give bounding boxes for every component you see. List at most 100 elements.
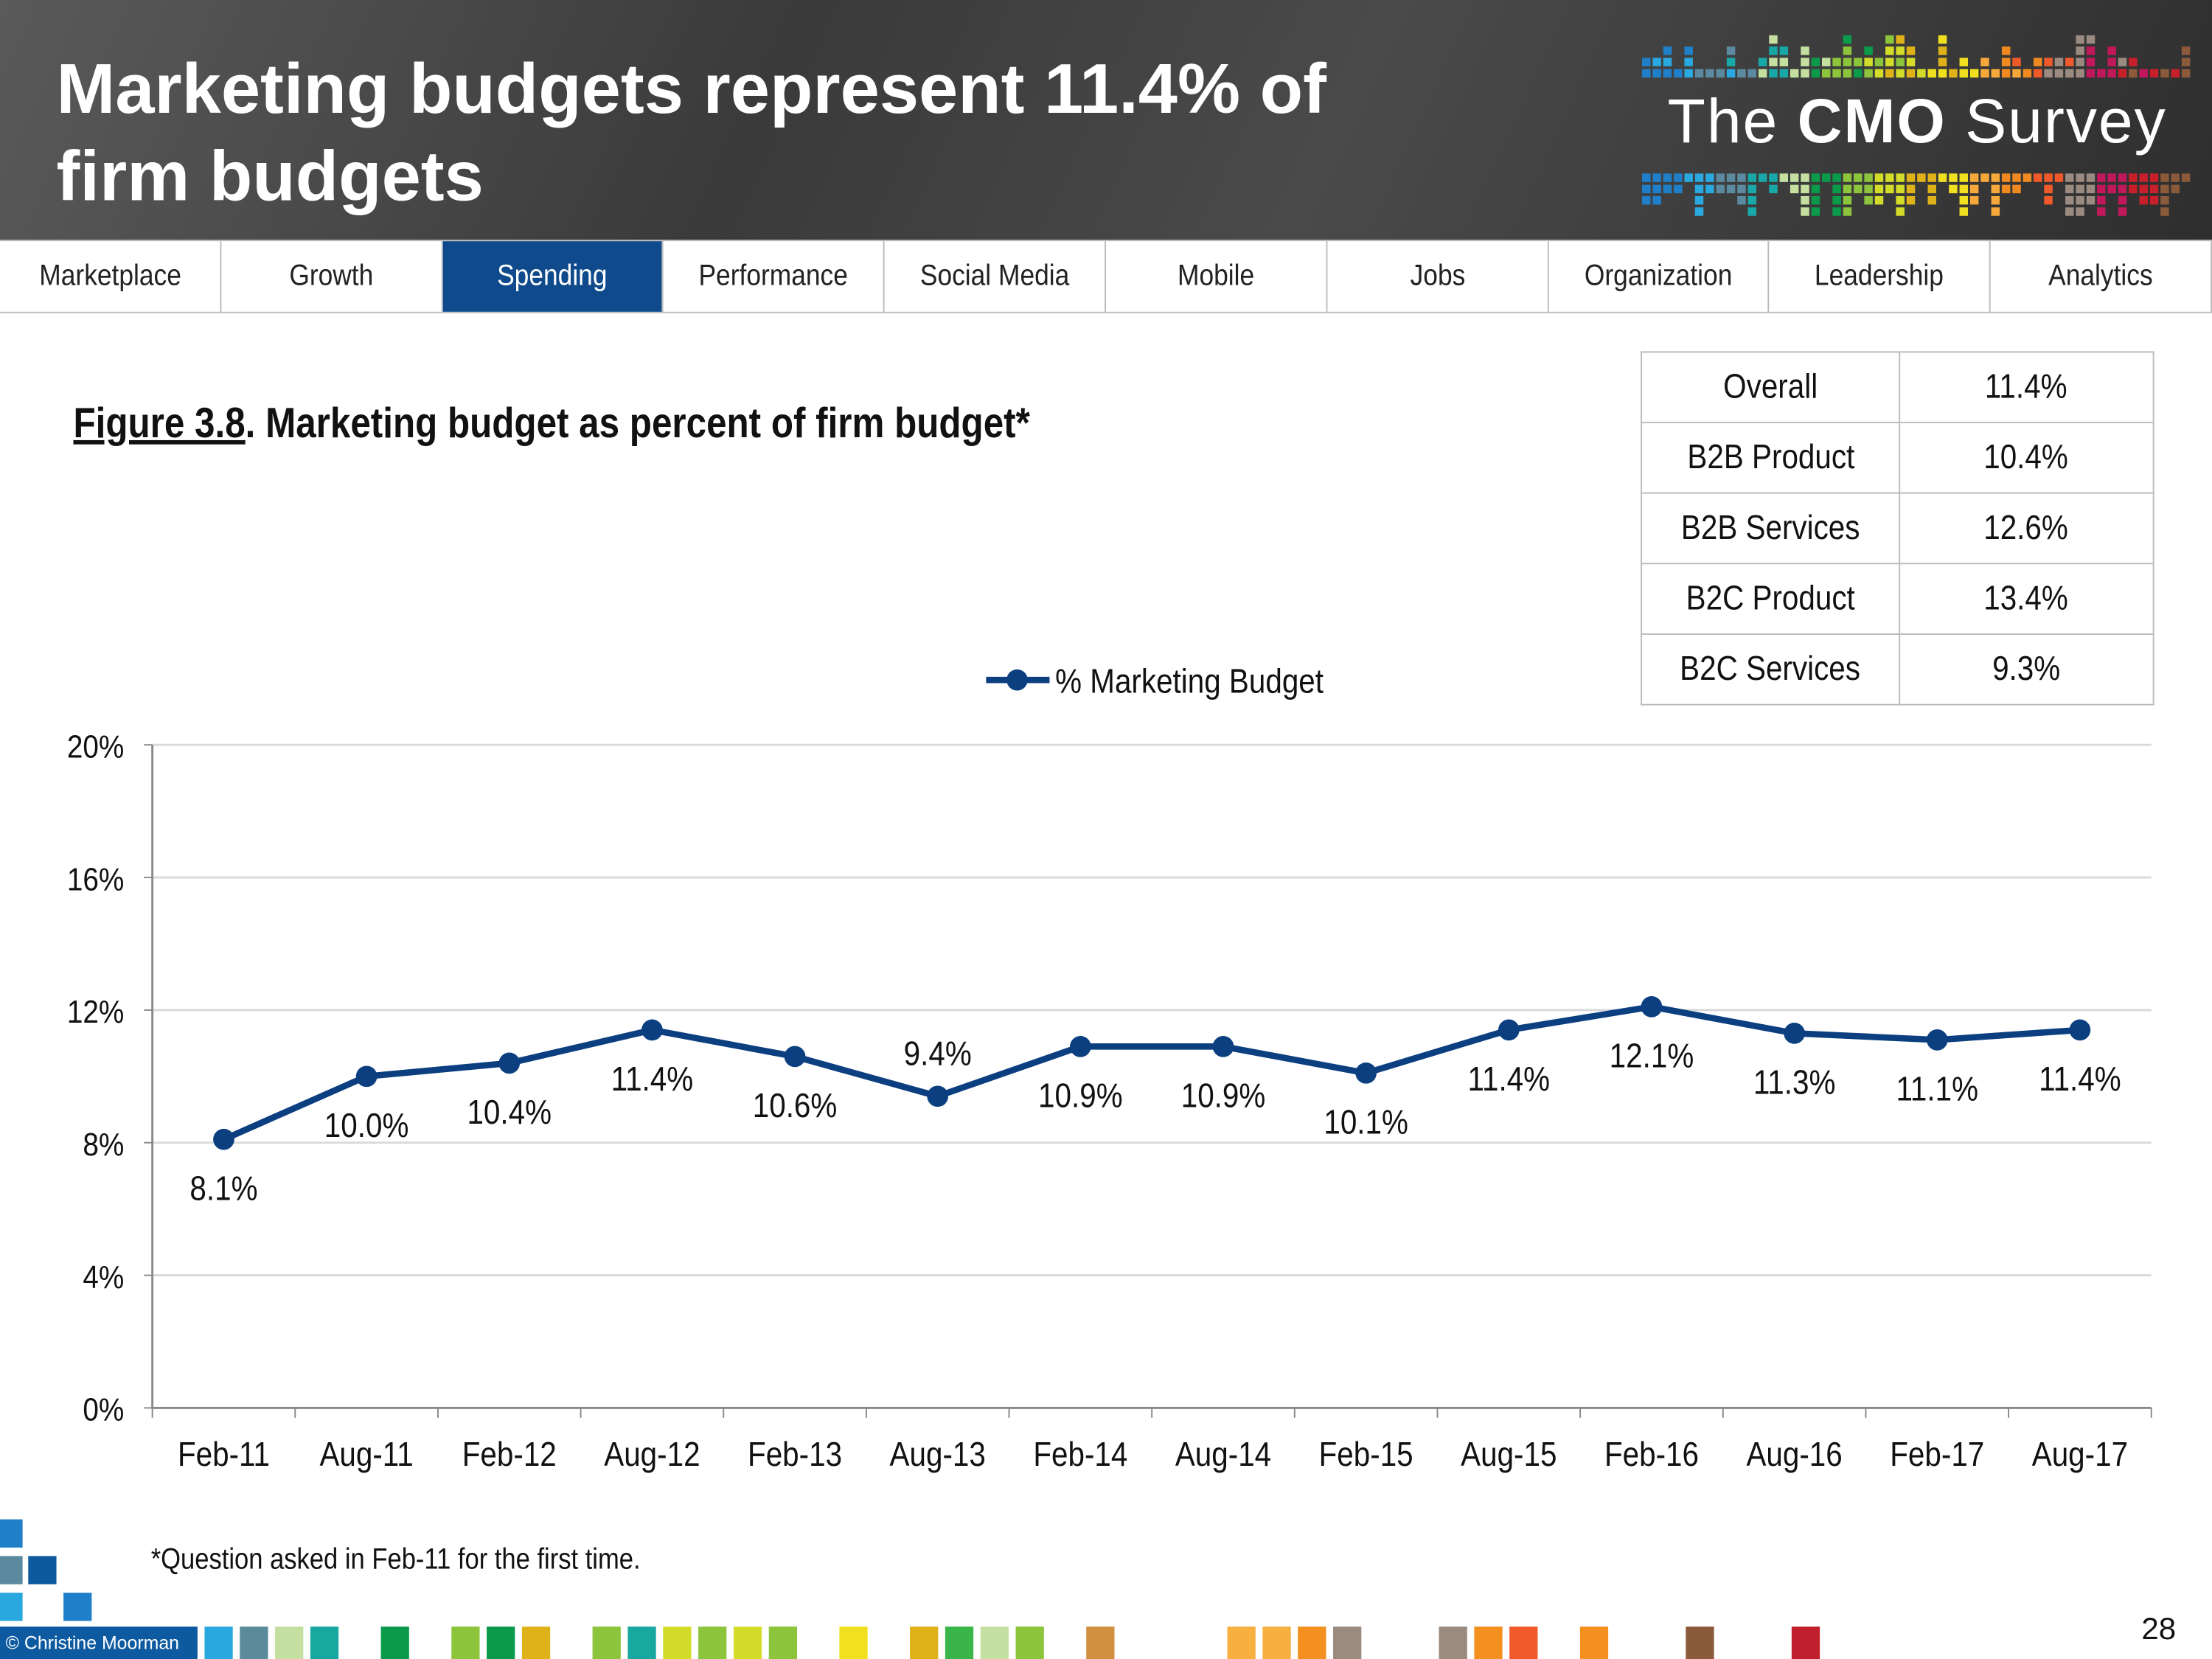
- logo-pixel: [1779, 173, 1789, 182]
- logo-pixel: [1991, 173, 2000, 182]
- logo-pixel: [2118, 173, 2127, 182]
- x-tick-label: Aug-11: [319, 1436, 413, 1474]
- table-row: Overall 11.4%: [1641, 351, 2154, 423]
- tab-mobile[interactable]: Mobile: [1106, 241, 1327, 312]
- logo-pixel: [1779, 69, 1789, 78]
- logo-pixel: [1663, 69, 1672, 78]
- tab-analytics[interactable]: Analytics: [1991, 241, 2212, 312]
- logo-pixel: [2054, 173, 2064, 182]
- logo-pixel: [2107, 173, 2116, 182]
- logo-pixel: [1811, 207, 1820, 216]
- logo-pixel: [2118, 195, 2127, 205]
- footer-color-bar: [698, 1627, 727, 1659]
- footer-color-bar: [310, 1627, 339, 1659]
- logo-pixel: [1917, 69, 1926, 78]
- logo-pixel: [2139, 184, 2148, 194]
- data-label: 12.1%: [1610, 1037, 1694, 1075]
- logo-pixel: [1843, 35, 1852, 44]
- segment-value: 13.4%: [1899, 563, 2154, 635]
- x-tick-label: Aug-13: [890, 1436, 986, 1474]
- tab-performance[interactable]: Performance: [664, 241, 885, 312]
- logo-pixel: [1843, 58, 1852, 66]
- logo-pixel: [2012, 69, 2021, 78]
- data-point: [498, 1052, 521, 1074]
- data-label: 9.4%: [904, 1035, 972, 1073]
- logo-pixel: [1769, 58, 1778, 66]
- logo-pixel: [2065, 207, 2074, 216]
- y-tick-label: 20%: [67, 728, 124, 765]
- data-point: [355, 1065, 378, 1088]
- logo-pixel: [1747, 195, 1757, 205]
- logo-pixel: [1716, 184, 1725, 194]
- logo-pixel: [2033, 173, 2042, 182]
- logo-pixel: [1874, 58, 1884, 66]
- logo-pixel: [2097, 184, 2106, 194]
- data-point: [784, 1046, 806, 1068]
- tab-spending[interactable]: Spending: [442, 241, 664, 312]
- legend-marker: [1006, 669, 1028, 691]
- data-point: [213, 1128, 234, 1150]
- logo-pixel: [2033, 58, 2042, 66]
- tab-social-media[interactable]: Social Media: [885, 241, 1106, 312]
- logo-pixel: [2001, 69, 2011, 78]
- tab-leadership[interactable]: Leadership: [1770, 241, 1991, 312]
- logo-pixel: [2001, 46, 2011, 55]
- logo-pixel: [1927, 195, 1936, 205]
- logo-pixel: [2118, 58, 2127, 66]
- segment-label: Overall: [1641, 351, 1901, 423]
- logo-pixel: [1726, 58, 1736, 66]
- segment-value: 9.3%: [1899, 633, 2154, 706]
- tab-jobs[interactable]: Jobs: [1327, 241, 1548, 312]
- tab-marketplace[interactable]: Marketplace: [0, 241, 221, 312]
- data-label: 10.6%: [753, 1088, 838, 1125]
- footer-color-bar: [980, 1627, 1009, 1659]
- logo-pixel: [1854, 173, 1863, 182]
- logo-pixel: [1938, 173, 1947, 182]
- tab-growth[interactable]: Growth: [221, 241, 442, 312]
- line-chart: 0% 4% 8% 12% 16% 20% Feb-11 Aug-11 Feb-12 Aug-12 F…: [67, 663, 2152, 1474]
- logo-pixel: [2160, 195, 2169, 205]
- footer-color-bar: [1298, 1627, 1326, 1659]
- logo-pixel: [2044, 69, 2053, 78]
- logo-pixel: [2181, 173, 2191, 182]
- logo-pixel: [2160, 69, 2169, 78]
- logo-pixel: [1864, 46, 1873, 55]
- logo-pixel: [1769, 173, 1778, 182]
- segment-value: 11.4%: [1899, 351, 2154, 423]
- logo-pixel: [1684, 46, 1693, 55]
- segment-label: B2B Product: [1641, 422, 1901, 494]
- logo-pixel: [2001, 58, 2011, 66]
- y-tick-label: 12%: [67, 993, 124, 1030]
- logo-pixel: [2012, 184, 2021, 194]
- logo-pixel: [1747, 69, 1757, 78]
- header-banner: Marketing budgets represent 11.4% of fir…: [0, 0, 2212, 240]
- x-tick-label: Aug-12: [604, 1436, 700, 1474]
- logo-pixel: [1969, 173, 1979, 182]
- data-point: [927, 1085, 949, 1107]
- logo-pixel: [2160, 207, 2169, 216]
- logo-pixel: [1821, 173, 1831, 182]
- logo-pixel: [2086, 69, 2096, 78]
- logo-pixel: [1642, 195, 1651, 205]
- logo-pixel: [1991, 195, 2000, 205]
- logo-pixel: [2044, 58, 2053, 66]
- logo-pixel: [1801, 207, 1809, 216]
- logo-pixel: [2076, 195, 2084, 205]
- logo-pixel: [1896, 69, 1905, 78]
- logo-pixel: [2149, 195, 2159, 205]
- logo-pixel: [1758, 69, 1767, 78]
- tab-organization[interactable]: Organization: [1548, 241, 1770, 312]
- x-tick-label: Feb-16: [1604, 1436, 1699, 1474]
- logo-pixel: [1694, 207, 1704, 216]
- logo-pixel: [2076, 184, 2084, 194]
- table-row: B2C Services 9.3%: [1641, 633, 2154, 706]
- logo-pixel: [1705, 173, 1714, 182]
- logo-pixel: [1663, 46, 1672, 55]
- data-label: 10.9%: [1181, 1077, 1266, 1115]
- logo-pixel: [1758, 58, 1767, 66]
- logo-pixel: [1663, 173, 1672, 182]
- logo-pixel: [1864, 195, 1873, 205]
- logo-pixel: [1801, 46, 1809, 55]
- logo-pixel: [1694, 69, 1704, 78]
- logo-pixel: [1705, 184, 1714, 194]
